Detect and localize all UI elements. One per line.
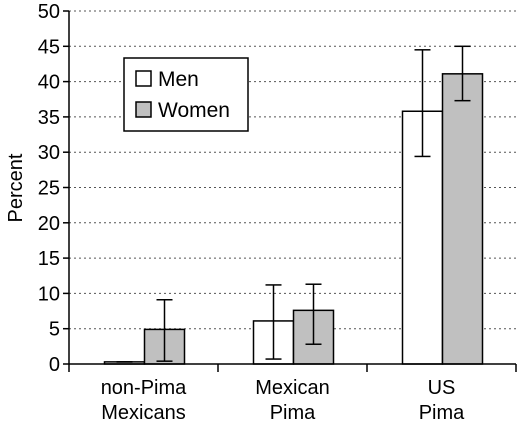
y-tick-label: 45	[38, 36, 60, 58]
y-tick-label: 40	[38, 72, 60, 94]
y-tick-label: 5	[49, 319, 60, 341]
y-axis-title: Percent	[5, 153, 27, 222]
y-tick-label: 35	[38, 107, 60, 129]
legend-swatch-women	[135, 101, 152, 118]
category-label: Mexican	[255, 377, 329, 399]
legend-label-women: Women	[158, 99, 230, 122]
category-label: US	[428, 377, 456, 399]
y-tick-label: 0	[49, 354, 60, 376]
y-tick-label: 30	[38, 142, 60, 164]
legend-box	[123, 57, 249, 132]
axes	[63, 10, 517, 372]
category-label: non-Pima	[101, 377, 187, 399]
legend-swatch-men	[135, 70, 152, 87]
legend: Men Women	[123, 57, 249, 132]
error-bars	[116, 45, 471, 363]
y-tick-label: 15	[38, 248, 60, 270]
y-tick-labels: 0 5 10 15 20 25 30 35 40 45 50	[38, 1, 60, 376]
y-tick-label: 20	[38, 213, 60, 235]
y-tick-label: 10	[38, 283, 60, 305]
category-label: Pima	[419, 402, 465, 424]
y-tick-label: 50	[38, 1, 60, 23]
bar-women-2	[441, 73, 484, 365]
category-labels: non-Pima Mexicans Mexican Pima US Pima	[101, 377, 465, 424]
category-label: Mexicans	[101, 402, 185, 424]
category-label: Pima	[270, 402, 316, 424]
legend-label-men: Men	[158, 68, 199, 91]
y-tick-label: 25	[38, 178, 60, 200]
